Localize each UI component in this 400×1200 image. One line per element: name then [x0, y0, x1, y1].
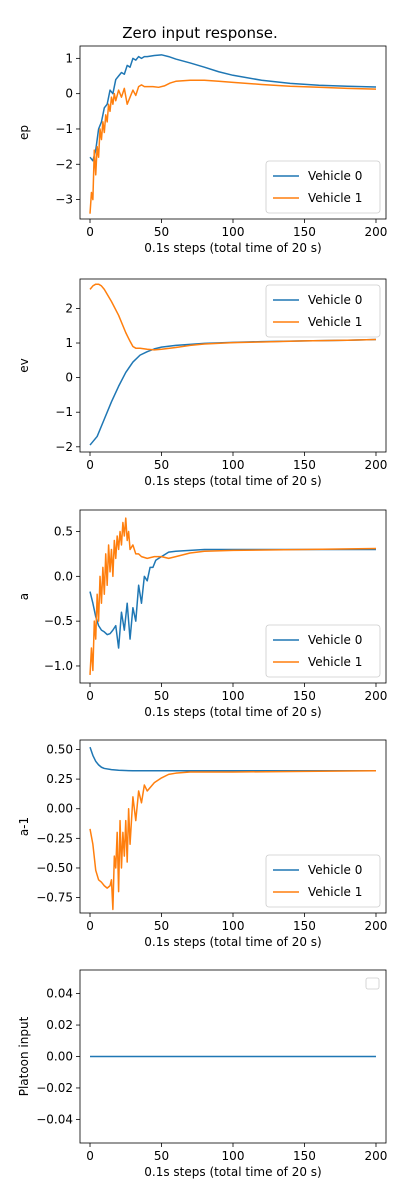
y-tick-label: −0.75: [36, 891, 73, 905]
legend-box: [265, 624, 381, 678]
x-tick-label: 150: [293, 1149, 316, 1163]
y-tick-label: −0.02: [36, 1081, 73, 1095]
subplot-3: 0 50 100 150 200 −1.0 −0.5 0.0 0.5 0.1s steps (to…: [17, 509, 388, 719]
x-tick-label: 200: [365, 1149, 388, 1163]
y-axis-label: ev: [17, 358, 31, 372]
y-tick-label: −1: [55, 122, 73, 136]
x-tick-label: 0: [86, 1149, 94, 1163]
y-tick-label: 0: [65, 371, 73, 385]
legend-label: Vehicle 0: [308, 169, 362, 183]
y-tick-label: −1.0: [44, 659, 73, 673]
legend-label: Vehicle 1: [308, 191, 362, 205]
y-tick-label: 0.00: [46, 802, 73, 816]
x-tick-label: 200: [365, 458, 388, 472]
x-tick-label: 100: [222, 458, 245, 472]
y-tick-label: −0.25: [36, 831, 73, 845]
subplot-1: 0 50 100 150 200 −3 −2 −1 0 1 0.1s steps (total ti…: [17, 45, 388, 255]
x-tick-label: 50: [154, 458, 169, 472]
subplot-5: 0 50 100 150 200 −0.04 −0.02 0.00 0.02 0.04 0.1s s…: [17, 969, 388, 1179]
legend-box: [265, 854, 381, 908]
x-tick-label: 150: [293, 225, 316, 239]
legend-label: Vehicle 0: [308, 863, 362, 877]
y-tick-label: 1: [65, 336, 73, 350]
series-line-vehicle-1: [89, 283, 377, 351]
x-tick-label: 0: [86, 919, 94, 933]
legend-label: Vehicle 1: [308, 655, 362, 669]
x-tick-label: 100: [222, 1149, 245, 1163]
x-tick-label: 0: [86, 225, 94, 239]
x-tick-label: 0: [86, 689, 94, 703]
x-tick-label: 150: [293, 919, 316, 933]
x-tick-label: 100: [222, 225, 245, 239]
y-tick-label: 0.5: [54, 525, 73, 539]
y-tick-label: 0.25: [46, 772, 73, 786]
y-tick-label: −2: [55, 157, 73, 171]
y-axis-label: a: [17, 593, 31, 600]
y-axis-label: ep: [17, 125, 31, 140]
legend-label: Vehicle 0: [308, 293, 362, 307]
y-tick-label: 0.00: [46, 1050, 73, 1064]
y-axis-label: a-1: [17, 817, 31, 836]
x-axis-label: 0.1s steps (total time of 20 s): [144, 935, 321, 949]
x-tick-label: 150: [293, 689, 316, 703]
x-tick-label: 100: [222, 689, 245, 703]
figure-title: Zero input response.: [122, 24, 278, 42]
legend-label: Vehicle 1: [308, 885, 362, 899]
x-tick-label: 200: [365, 689, 388, 703]
x-axis-label: 0.1s steps (total time of 20 s): [144, 474, 321, 488]
series-line-vehicle-1: [89, 517, 376, 675]
y-tick-label: −0.50: [36, 861, 73, 875]
series-line-vehicle-1: [89, 79, 377, 214]
legend-label: Vehicle 0: [308, 633, 362, 647]
y-axis-label: Platoon input: [17, 1016, 31, 1096]
x-tick-label: 100: [222, 919, 245, 933]
series-line-vehicle-0: [89, 54, 377, 162]
y-tick-label: −3: [55, 193, 73, 207]
series-line-vehicle-1: [89, 770, 376, 911]
x-tick-label: 50: [154, 1149, 169, 1163]
x-axis-label: 0.1s steps (total time of 20 s): [144, 241, 321, 255]
legend-label: Vehicle 1: [308, 315, 362, 329]
y-tick-label: 0.04: [46, 987, 73, 1001]
legend-box: [365, 977, 380, 990]
y-tick-label: 0.02: [46, 1018, 73, 1032]
x-tick-label: 200: [365, 919, 388, 933]
x-tick-label: 50: [154, 225, 169, 239]
subplot-2: 0 50 100 150 200 −2 −1 0 1 2 0.1s steps (total tim…: [17, 278, 388, 488]
y-tick-label: 0.0: [54, 569, 73, 583]
y-tick-label: 0: [65, 87, 73, 101]
series-line-vehicle-0: [89, 548, 376, 649]
legend-box: [265, 284, 381, 338]
x-axis-label: 0.1s steps (total time of 20 s): [144, 705, 321, 719]
legend-box: [265, 160, 381, 214]
series-line-vehicle-0: [89, 746, 376, 772]
x-axis-label: 0.1s steps (total time of 20 s): [144, 1165, 321, 1179]
y-tick-label: 0.50: [46, 742, 73, 756]
y-tick-label: −0.5: [44, 614, 73, 628]
series-line-vehicle-0: [89, 338, 377, 446]
y-tick-label: 1: [65, 51, 73, 65]
x-tick-label: 150: [293, 458, 316, 472]
x-tick-label: 0: [86, 458, 94, 472]
x-tick-label: 50: [154, 919, 169, 933]
y-tick-label: 2: [65, 301, 73, 315]
subplot-4: 0 50 100 150 200 −0.75 −0.50 −0.25 0.00 0.25 0.50 0…: [17, 739, 388, 949]
y-tick-label: −0.04: [36, 1112, 73, 1126]
y-tick-label: −2: [55, 440, 73, 454]
x-tick-label: 50: [154, 689, 169, 703]
y-tick-label: −1: [55, 405, 73, 419]
x-tick-label: 200: [365, 225, 388, 239]
